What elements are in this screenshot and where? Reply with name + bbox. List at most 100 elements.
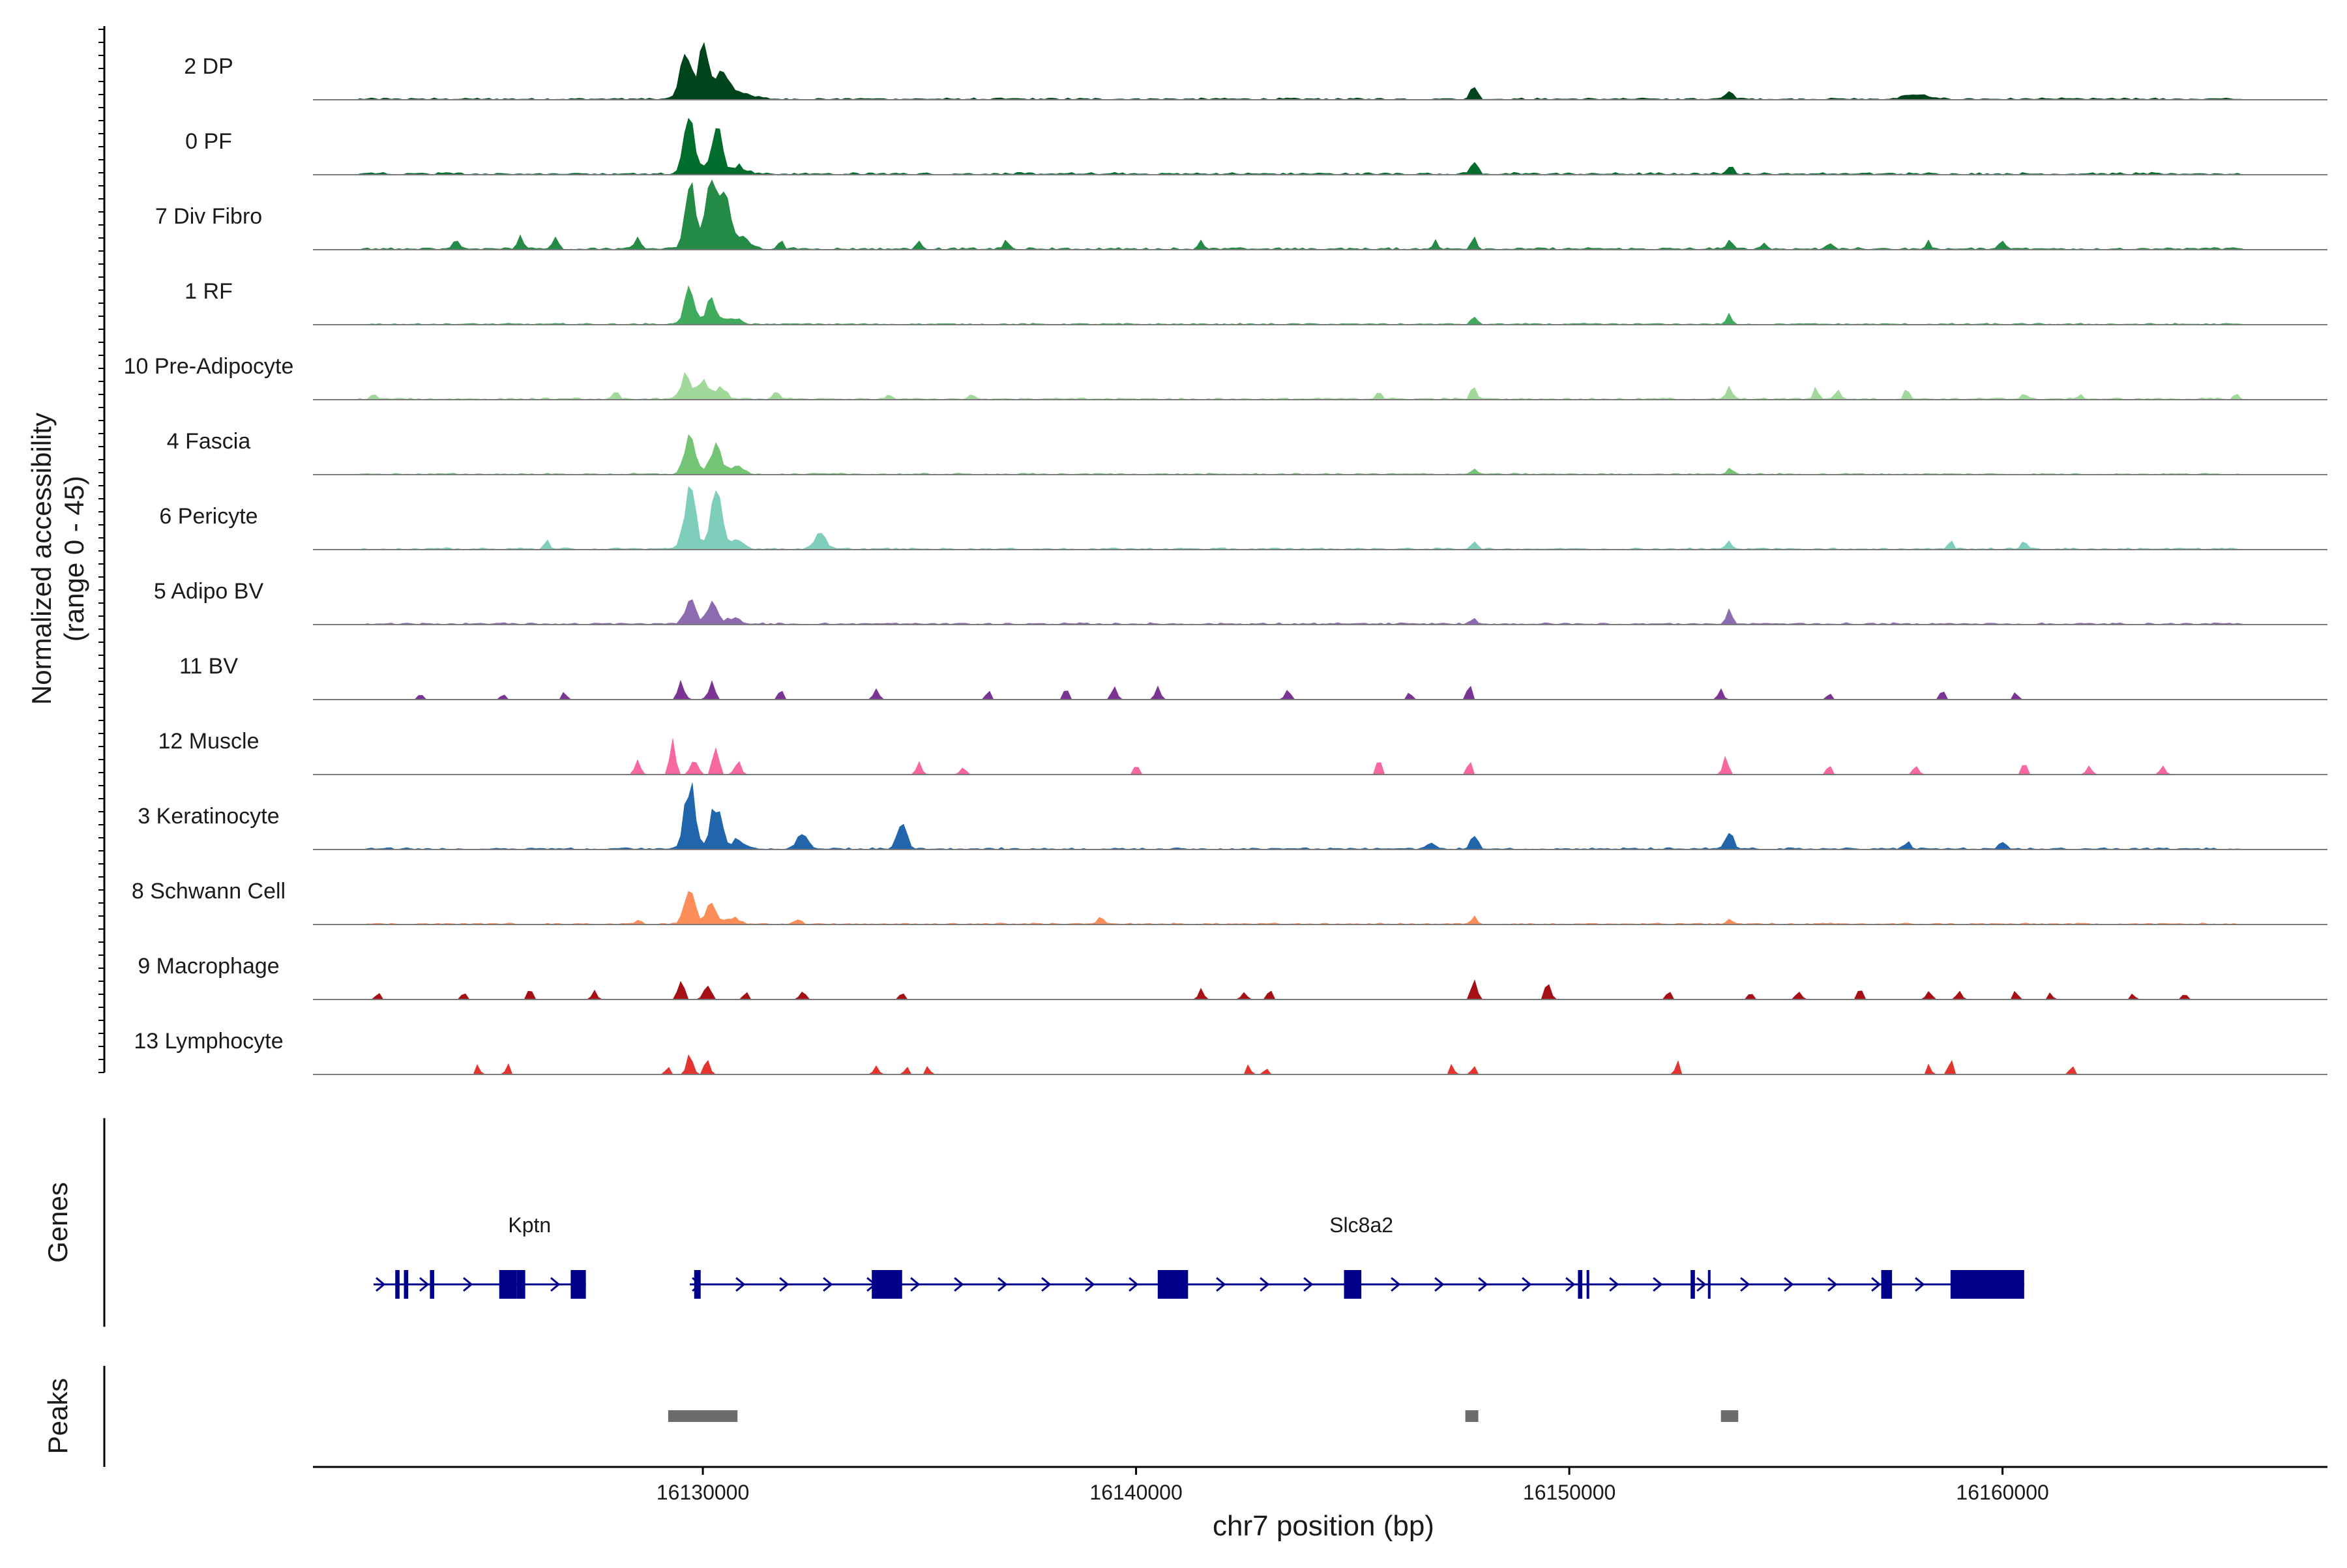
y-axis-title-line2: (range 0 - 45)	[59, 476, 89, 642]
x-axis: 16130000 16140000 16150000 16160000	[313, 1466, 2327, 1504]
track-6-pericyte: 6 Pericyte	[159, 486, 2327, 550]
exon	[1690, 1270, 1695, 1299]
strand-arrow	[1260, 1277, 1270, 1292]
exon	[872, 1270, 902, 1299]
track-label: 8 Schwann Cell	[132, 879, 286, 904]
strand-arrow	[910, 1277, 921, 1292]
peaks-panel-label: Peaks	[42, 1378, 73, 1455]
coverage-area	[313, 285, 2327, 325]
gene-kptn: Kptn	[374, 1213, 586, 1299]
coverage-area	[313, 117, 2327, 175]
peaks-panel	[103, 1366, 1739, 1467]
exon	[570, 1270, 586, 1299]
track-9-macrophage: 9 Macrophage	[138, 954, 2327, 1000]
strand-arrow	[1871, 1277, 1882, 1292]
track-5-adipo-bv: 5 Adipo BV	[154, 579, 2327, 625]
peak-region	[668, 1410, 738, 1422]
strand-arrow	[376, 1277, 386, 1292]
coverage-area	[313, 679, 2327, 700]
x-axis-title: chr7 position (bp)	[1213, 1510, 1434, 1542]
coverage-area	[313, 372, 2327, 400]
strand-arrow	[1129, 1277, 1139, 1292]
track-1-rf: 1 RF	[185, 279, 2327, 325]
coverage-area	[313, 486, 2327, 550]
strand-arrow	[550, 1277, 561, 1292]
strand-arrow	[463, 1277, 473, 1292]
track-label: 10 Pre-Adipocyte	[124, 354, 294, 379]
strand-arrow	[1696, 1277, 1707, 1292]
track-8-schwann-cell: 8 Schwann Cell	[132, 879, 2327, 925]
track-13-lymphocyte: 13 Lymphocyte	[134, 1029, 2327, 1075]
gene-label: Kptn	[508, 1213, 551, 1237]
track-10-pre-adipocyte: 10 Pre-Adipocyte	[124, 354, 2327, 400]
strand-arrow	[1434, 1277, 1445, 1292]
exon	[404, 1270, 409, 1299]
track-label: 0 PF	[185, 129, 232, 154]
track-2-dp: 2 DP	[184, 42, 2327, 100]
strand-arrow	[1522, 1277, 1532, 1292]
strand-arrow	[1653, 1277, 1663, 1292]
exon	[430, 1270, 435, 1299]
strand-arrow	[1085, 1277, 1095, 1292]
coverage-area	[313, 891, 2327, 925]
coverage-tracks: 2 DP 0 PF 7 Div Fibro 1 RF 10 Pre-Adipocyte 4…	[124, 42, 2327, 1075]
track-label: 4 Fascia	[167, 429, 251, 454]
exon	[1707, 1270, 1711, 1299]
exon	[694, 1270, 701, 1299]
track-3-keratinocyte: 3 Keratinocyte	[138, 782, 2327, 850]
strand-arrow	[954, 1277, 964, 1292]
strand-arrow	[823, 1277, 833, 1292]
coverage-area	[313, 434, 2327, 475]
track-0-pf: 0 PF	[185, 117, 2327, 175]
strand-arrow	[1216, 1277, 1226, 1292]
exon	[516, 1270, 525, 1299]
exon	[1578, 1270, 1583, 1299]
track-label: 6 Pericyte	[159, 504, 258, 529]
coverage-area	[313, 782, 2327, 850]
strand-arrow	[419, 1277, 430, 1292]
strand-arrow	[1915, 1277, 1925, 1292]
exon	[1950, 1270, 2024, 1299]
strand-arrow	[1609, 1277, 1619, 1292]
x-tick-label: 16150000	[1523, 1481, 1616, 1504]
peak-region	[1465, 1410, 1479, 1422]
track-label: 1 RF	[185, 279, 233, 304]
track-label: 9 Macrophage	[138, 954, 279, 979]
track-4-fascia: 4 Fascia	[167, 429, 2327, 475]
strand-arrow	[779, 1277, 790, 1292]
strand-arrow	[1041, 1277, 1052, 1292]
strand-arrow	[1565, 1277, 1576, 1292]
x-tick-label: 16140000	[1089, 1481, 1182, 1504]
exon	[1344, 1270, 1362, 1299]
track-label: 2 DP	[184, 54, 233, 79]
coverage-area	[313, 1054, 2327, 1075]
coverage-area	[313, 179, 2327, 250]
strand-arrow	[997, 1277, 1008, 1292]
exon	[499, 1270, 517, 1299]
exon	[1881, 1270, 1893, 1299]
track-label: 12 Muscle	[158, 729, 259, 754]
gene-slc8a2: Slc8a2	[690, 1213, 2024, 1299]
coverage-area	[313, 599, 2327, 625]
track-label: 11 BV	[179, 654, 238, 679]
strand-arrow	[1827, 1277, 1838, 1292]
gene-label: Slc8a2	[1329, 1213, 1393, 1237]
genes-panel: Kptn Slc8a2	[103, 1118, 2024, 1327]
track-label: 7 Div Fibro	[155, 204, 262, 229]
strand-arrow	[1784, 1277, 1794, 1292]
track-7-div-fibro: 7 Div Fibro	[155, 179, 2327, 250]
y-axis-title-line1: Normalized accessibility	[26, 413, 57, 705]
peak-region	[1720, 1410, 1739, 1422]
strand-arrow	[1478, 1277, 1488, 1292]
coverage-area	[313, 738, 2327, 775]
coverage-area	[313, 979, 2327, 1000]
exon	[1586, 1270, 1589, 1299]
track-11-bv: 11 BV	[179, 654, 2327, 700]
x-tick-label: 16160000	[1956, 1481, 2048, 1504]
track-label: 3 Keratinocyte	[138, 804, 279, 829]
exon	[395, 1270, 400, 1299]
track-label: 13 Lymphocyte	[134, 1029, 283, 1054]
y-axis	[98, 26, 106, 1073]
